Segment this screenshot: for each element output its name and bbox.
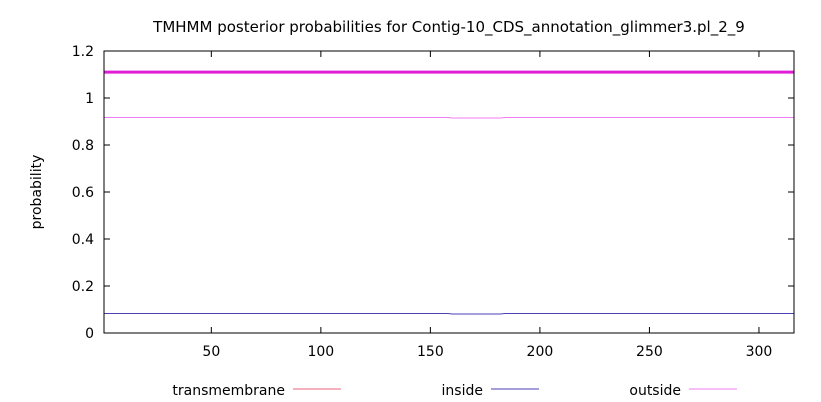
legend-label-inside: inside: [442, 383, 483, 399]
y-axis-ticks: 0 0.2 0.4 0.6 0.8 1 1.2: [72, 44, 794, 342]
x-tick-label: 100: [307, 344, 334, 360]
y-tick-label: 0: [85, 326, 94, 342]
y-tick-label: 1.2: [72, 44, 94, 60]
y-tick-label: 0.2: [72, 279, 94, 295]
y-tick-label: 0.8: [72, 138, 94, 154]
x-tick-label: 50: [202, 344, 220, 360]
chart-title: TMHMM posterior probabilities for Contig…: [152, 18, 745, 37]
legend-label-outside: outside: [629, 383, 681, 399]
x-tick-label: 200: [527, 344, 554, 360]
plot-area: [104, 70, 794, 334]
legend: transmembrane inside outside: [172, 383, 737, 399]
x-tick-label: 300: [746, 344, 773, 360]
x-tick-label: 150: [417, 344, 444, 360]
y-tick-label: 0.6: [72, 185, 94, 201]
legend-label-transmembrane: transmembrane: [172, 383, 285, 399]
y-axis-label: probability: [29, 155, 45, 230]
y-tick-label: 0.4: [72, 232, 94, 248]
plot-frame: [103, 50, 795, 334]
y-tick-label: 1: [85, 91, 94, 107]
x-tick-label: 250: [636, 344, 663, 360]
x-axis-ticks: 50 100 150 200 250 300: [202, 51, 772, 360]
